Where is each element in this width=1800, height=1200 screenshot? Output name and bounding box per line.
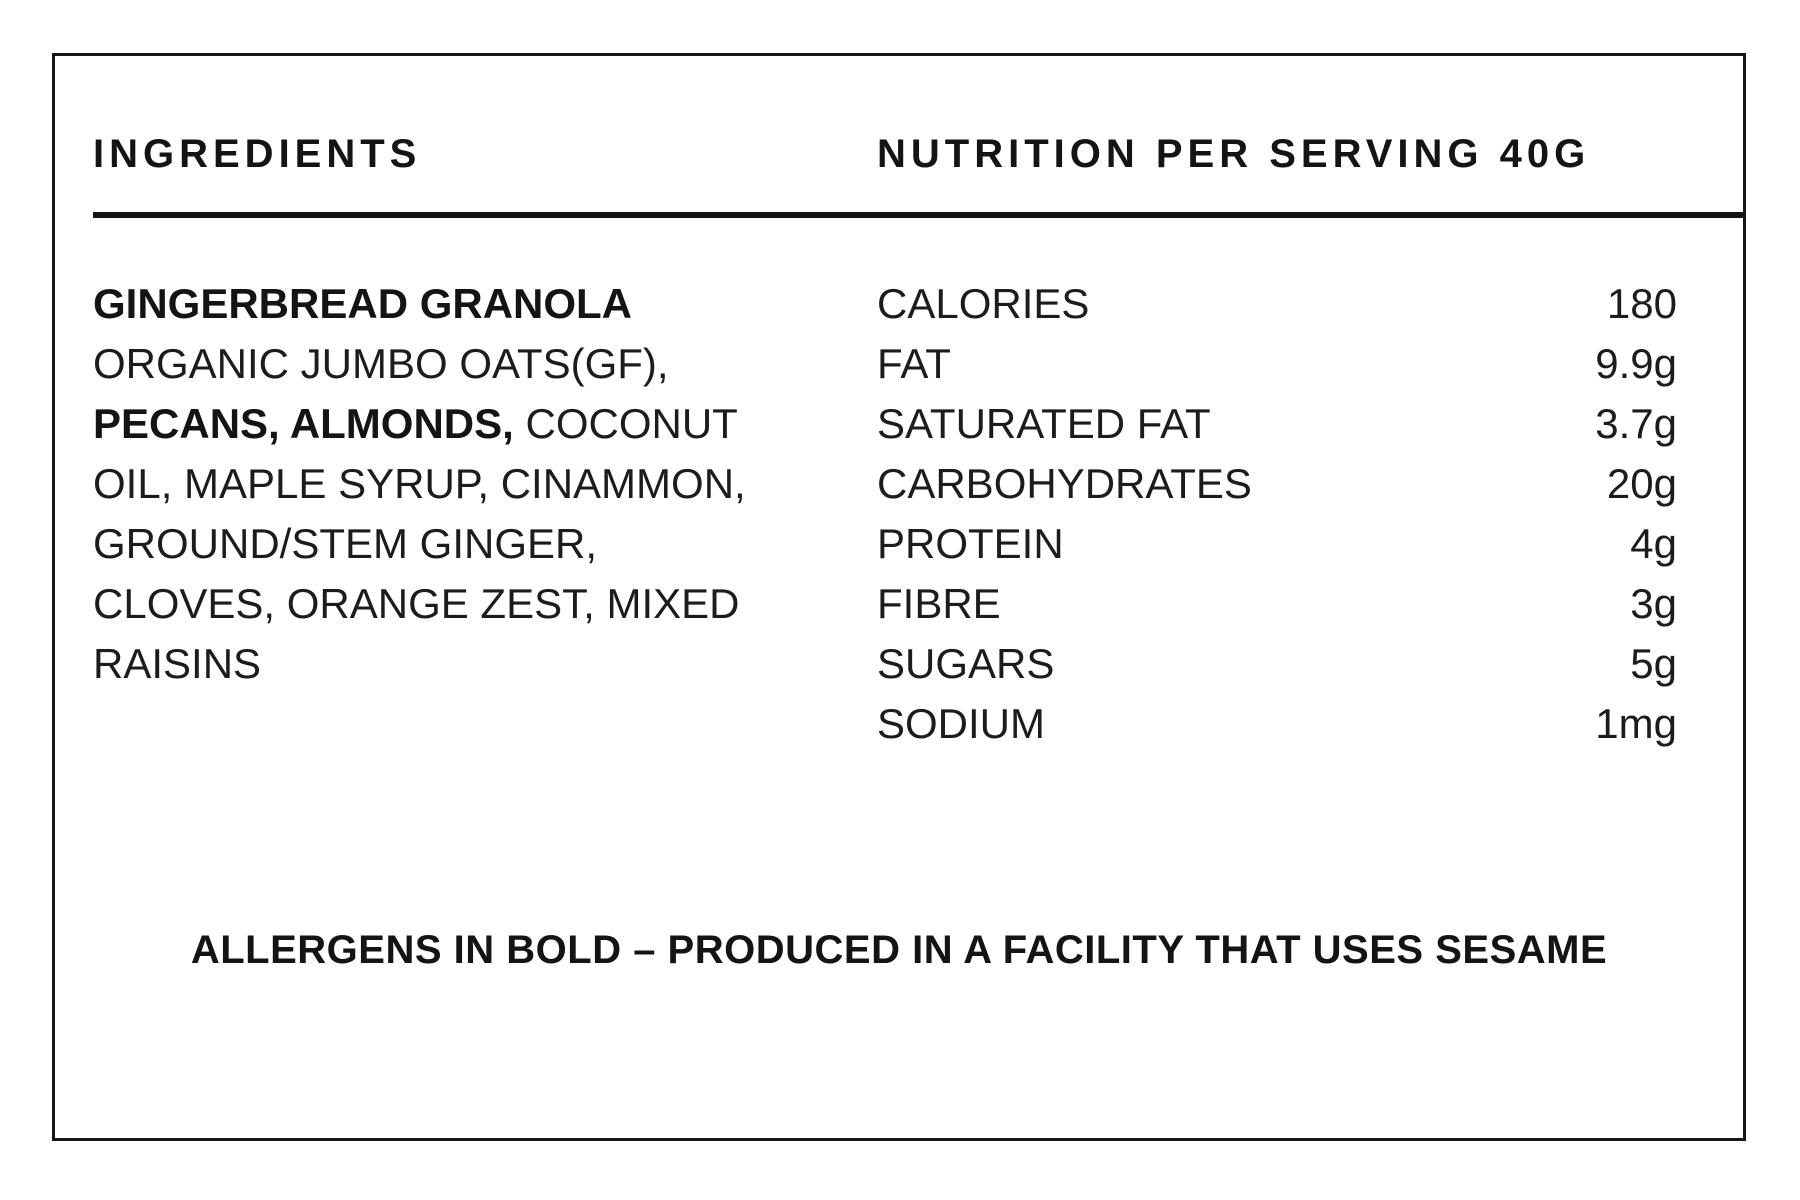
- nutrient-name: SATURATED FAT: [877, 400, 1211, 447]
- nutrient-value: 3g: [1630, 580, 1677, 627]
- nutrient-name: PROTEIN: [877, 520, 1064, 567]
- nutrient-value: 1mg: [1595, 700, 1677, 747]
- nutrition-row: FAT 9.9g: [877, 334, 1677, 394]
- nutrient-value: 3.7g: [1595, 400, 1677, 447]
- nutrient-value: 20g: [1606, 460, 1677, 507]
- nutrient-value: 4g: [1630, 520, 1677, 567]
- nutrient-value: 5g: [1630, 640, 1677, 687]
- ingredient-text: ORGANIC JUMBO OATS(GF),: [93, 340, 669, 387]
- ingredients-header: INGREDIENTS: [93, 132, 422, 176]
- nutrition-table: CALORIES 180 FAT 9.9g SATURATED FAT 3.7g CARBO…: [877, 274, 1677, 754]
- ingredients-list: GINGERBREAD GRANOLA ORGANIC JUMBO OATS(GF…: [93, 274, 823, 694]
- nutrition-row: FIBRE 3g: [877, 574, 1677, 634]
- ingredient-text: COCONUT: [513, 400, 738, 447]
- nutrition-row: CALORIES 180: [877, 274, 1677, 334]
- ingredient-line: CLOVES, ORANGE ZEST, MIXED: [93, 574, 823, 634]
- ingredient-line: GINGERBREAD GRANOLA: [93, 274, 823, 334]
- ingredient-line: OIL, MAPLE SYRUP, CINAMMON,: [93, 454, 823, 514]
- ingredient-line: GROUND/STEM GINGER,: [93, 514, 823, 574]
- nutrition-row: SATURATED FAT 3.7g: [877, 394, 1677, 454]
- nutrient-value: 180: [1606, 280, 1677, 327]
- allergen-note: ALLERGENS IN BOLD – PRODUCED IN A FACILI…: [190, 928, 1608, 972]
- nutrient-name: CARBOHYDRATES: [877, 460, 1252, 507]
- nutrient-name: CALORIES: [877, 280, 1090, 327]
- nutrition-header: NUTRITION PER SERVING 40G: [877, 132, 1591, 176]
- nutrient-name: SUGARS: [877, 640, 1055, 687]
- ingredient-allergen-text: GINGERBREAD GRANOLA: [93, 280, 633, 327]
- nutrition-label-panel: INGREDIENTS NUTRITION PER SERVING 40G GI…: [52, 53, 1746, 1141]
- header-divider: [93, 212, 1744, 218]
- nutrient-value: 9.9g: [1595, 340, 1677, 387]
- nutrient-name: FAT: [877, 340, 951, 387]
- ingredient-line: PECANS, ALMONDS, COCONUT: [93, 394, 823, 454]
- ingredient-text: RAISINS: [93, 640, 262, 687]
- nutrient-name: SODIUM: [877, 700, 1045, 747]
- nutrition-row: PROTEIN 4g: [877, 514, 1677, 574]
- ingredient-text: OIL, MAPLE SYRUP, CINAMMON,: [93, 460, 746, 507]
- ingredient-line: ORGANIC JUMBO OATS(GF),: [93, 334, 823, 394]
- ingredient-allergen-text: PECANS, ALMONDS,: [93, 400, 514, 447]
- ingredient-line: RAISINS: [93, 634, 823, 694]
- ingredient-text: GROUND/STEM GINGER,: [93, 520, 598, 567]
- nutrition-row: CARBOHYDRATES 20g: [877, 454, 1677, 514]
- ingredient-text: CLOVES, ORANGE ZEST, MIXED: [93, 580, 740, 627]
- nutrient-name: FIBRE: [877, 580, 1001, 627]
- nutrition-row: SODIUM 1mg: [877, 694, 1677, 754]
- nutrition-row: SUGARS 5g: [877, 634, 1677, 694]
